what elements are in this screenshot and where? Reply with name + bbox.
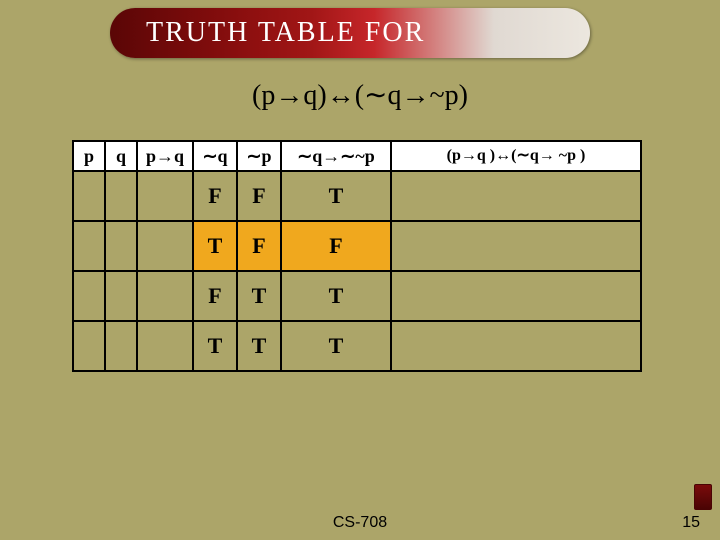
cell: T xyxy=(281,321,391,371)
cell xyxy=(105,321,137,371)
slide: TRUTH TABLE FOR (p→q)↔(∼q→~p) p q p→q ∼q… xyxy=(0,0,720,540)
cell xyxy=(391,221,641,271)
cell-highlight: T xyxy=(193,221,237,271)
col-header-q: q xyxy=(105,141,137,171)
cell xyxy=(73,171,105,221)
cell: T xyxy=(237,271,281,321)
table-row: F F T xyxy=(73,171,641,221)
col-header-nqimpnp: ∼q→∼~p xyxy=(281,141,391,171)
col-header-notq: ∼q xyxy=(193,141,237,171)
footer-course-code: CS-708 xyxy=(0,514,720,532)
cell xyxy=(73,221,105,271)
formula-expression: (p→q)↔(∼q→~p) xyxy=(0,78,720,112)
cell: F xyxy=(237,171,281,221)
col-header-p: p xyxy=(73,141,105,171)
cell: T xyxy=(281,171,391,221)
table-row: F T T xyxy=(73,271,641,321)
cell: F xyxy=(193,171,237,221)
cell xyxy=(137,171,193,221)
footer-page-number: 15 xyxy=(682,514,700,532)
cell-highlight: F xyxy=(281,221,391,271)
table-row: T T T xyxy=(73,321,641,371)
cell xyxy=(391,171,641,221)
col-header-notp: ∼p xyxy=(237,141,281,171)
cell: F xyxy=(193,271,237,321)
cell: T xyxy=(281,271,391,321)
cell xyxy=(105,271,137,321)
table-row: T F F xyxy=(73,221,641,271)
cell xyxy=(391,271,641,321)
cell xyxy=(137,221,193,271)
cell-highlight: F xyxy=(237,221,281,271)
cell xyxy=(105,221,137,271)
decorative-corner-icon xyxy=(694,484,712,510)
truth-table: p q p→q ∼q ∼p ∼q→∼~p (p→q )↔(∼q→ ~p ) F … xyxy=(72,140,642,372)
cell xyxy=(391,321,641,371)
col-header-bicond: (p→q )↔(∼q→ ~p ) xyxy=(391,141,641,171)
slide-title: TRUTH TABLE FOR xyxy=(146,17,425,49)
cell: T xyxy=(193,321,237,371)
col-header-pimpq: p→q xyxy=(137,141,193,171)
cell xyxy=(105,171,137,221)
cell xyxy=(73,321,105,371)
cell: T xyxy=(237,321,281,371)
cell xyxy=(137,321,193,371)
title-pill: TRUTH TABLE FOR xyxy=(110,8,590,58)
table-header-row: p q p→q ∼q ∼p ∼q→∼~p (p→q )↔(∼q→ ~p ) xyxy=(73,141,641,171)
cell xyxy=(137,271,193,321)
cell xyxy=(73,271,105,321)
